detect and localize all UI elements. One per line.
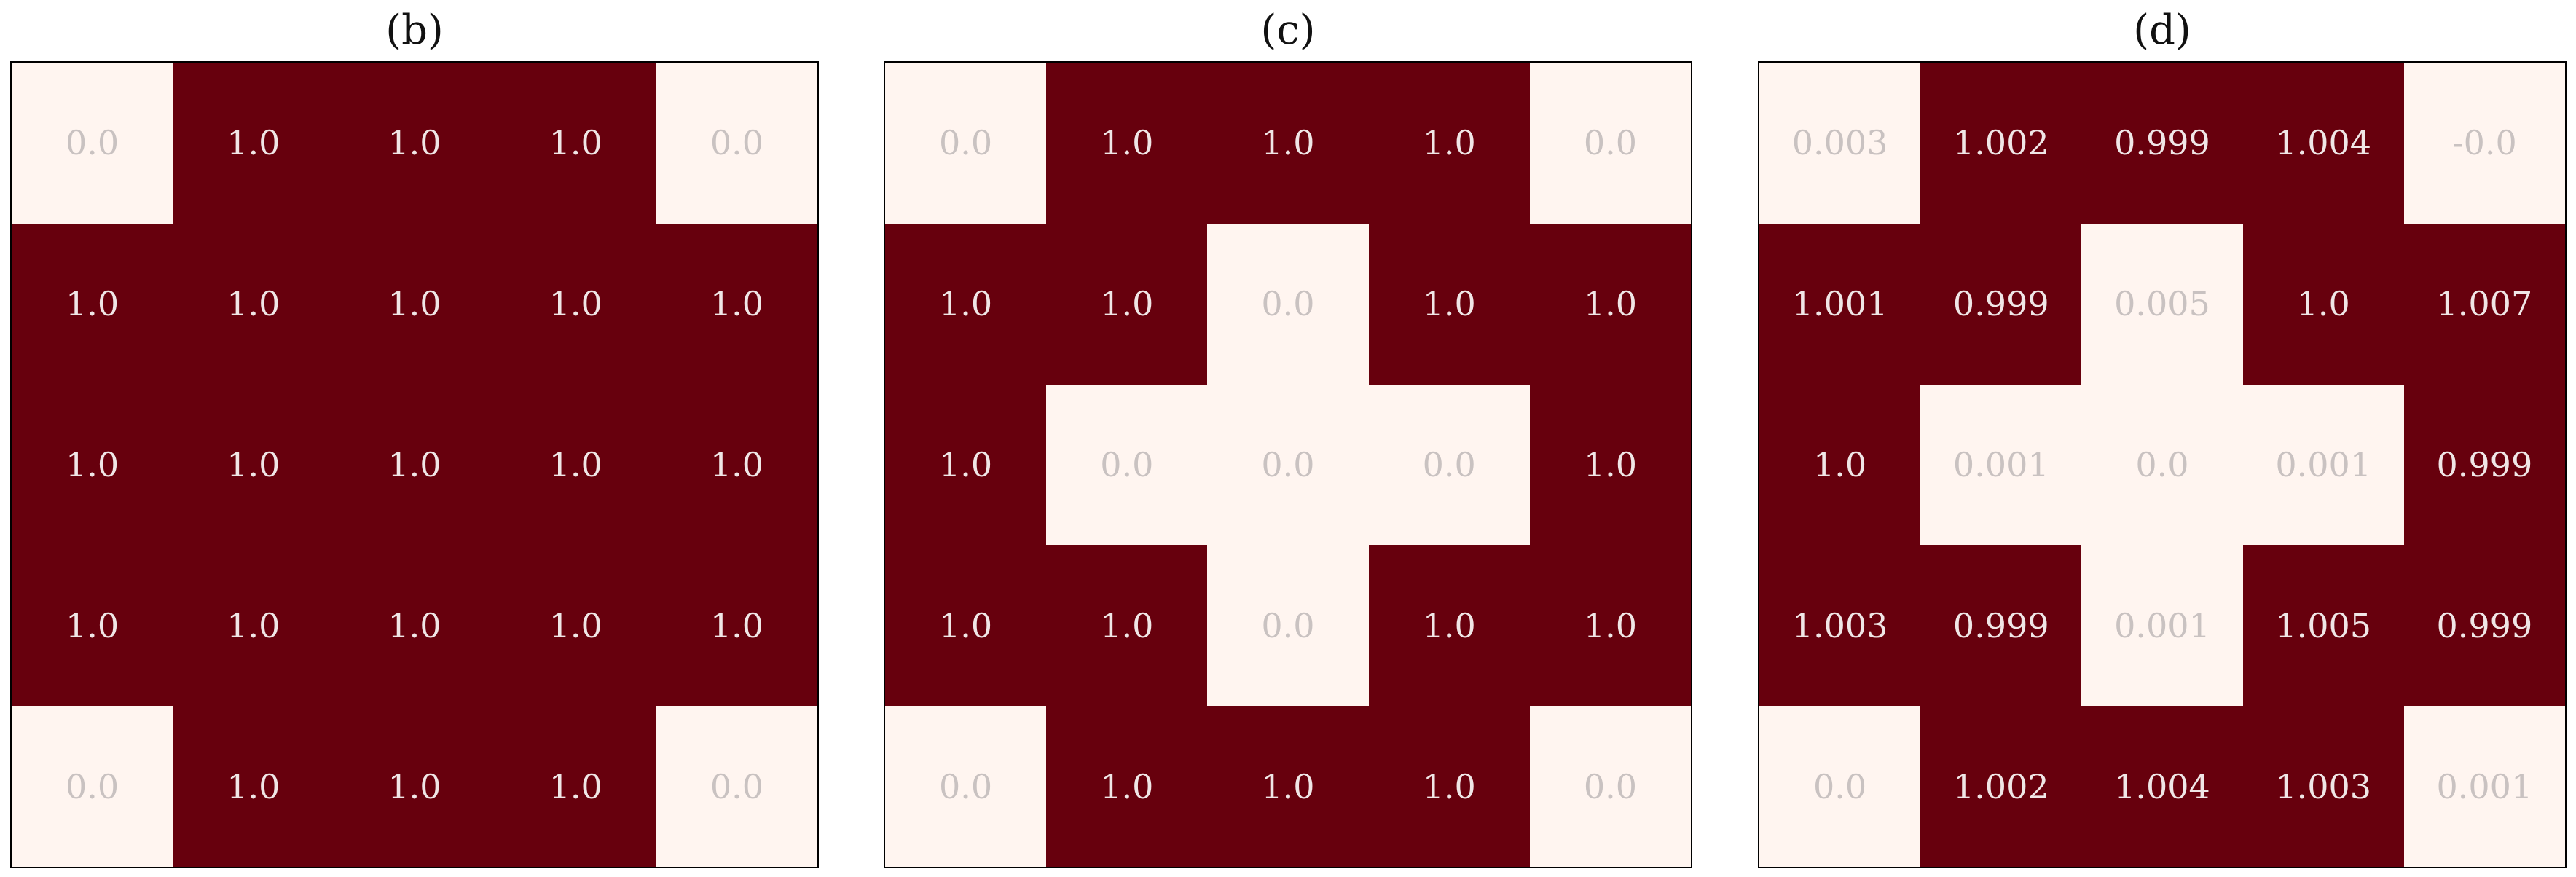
heatmap-cell-c-r2-c2: 0.0	[1207, 384, 1369, 546]
heatmap-panel-b: (b) 0.0 1.0 1.0 1.0 0.0 1.0 1.0 1.0 1.0 1.0 1.0 1.0…	[10, 0, 819, 877]
heatmap-cell-c-r1-c3: 1.0	[1368, 223, 1530, 385]
heatmap-cell-b-r2-c0: 1.0	[12, 384, 173, 546]
heatmap-cell-d-r1-c4: 1.007	[2403, 223, 2565, 385]
heatmap-cell-d-r2-c0: 1.0	[1759, 384, 1921, 546]
heatmap-cell-d-r4-c3: 1.003	[2242, 706, 2404, 867]
heatmap-panel-c: (c) 0.0 1.0 1.0 1.0 0.0 1.0 1.0 0.0 1.0 1.0 1.0 0.0…	[884, 0, 1692, 877]
heatmap-cell-c-r4-c0: 0.0	[885, 706, 1047, 867]
heatmap-cell-c-r3-c3: 1.0	[1368, 545, 1530, 707]
heatmap-cell-b-r4-c3: 1.0	[495, 706, 656, 867]
heatmap-cell-c-r4-c3: 1.0	[1368, 706, 1530, 867]
heatmap-cell-d-r1-c2: 0.005	[2081, 223, 2243, 385]
heatmap-cell-b-r3-c1: 1.0	[173, 545, 334, 707]
heatmap-cell-c-r0-c2: 1.0	[1207, 63, 1369, 224]
heatmap-cell-c-r4-c1: 1.0	[1046, 706, 1208, 867]
heatmap-cell-d-r0-c1: 1.002	[1920, 63, 2082, 224]
heatmap-cell-d-r4-c0: 0.0	[1759, 706, 1921, 867]
heatmap-cell-c-r4-c2: 1.0	[1207, 706, 1369, 867]
heatmap-cell-c-r1-c0: 1.0	[885, 223, 1047, 385]
heatmap-grid-c: 0.0 1.0 1.0 1.0 0.0 1.0 1.0 0.0 1.0 1.0 1.0 0.0 0.0 0…	[884, 61, 1692, 868]
heatmap-cell-b-r1-c3: 1.0	[495, 223, 656, 385]
heatmap-cell-b-r4-c4: 0.0	[656, 706, 817, 867]
heatmap-cell-d-r3-c1: 0.999	[1920, 545, 2082, 707]
heatmap-cell-b-r1-c0: 1.0	[12, 223, 173, 385]
heatmap-cell-d-r1-c1: 0.999	[1920, 223, 2082, 385]
heatmap-cell-b-r3-c0: 1.0	[12, 545, 173, 707]
heatmap-cell-b-r3-c4: 1.0	[656, 545, 817, 707]
heatmap-cell-b-r4-c0: 0.0	[12, 706, 173, 867]
heatmap-cell-d-r3-c3: 1.005	[2242, 545, 2404, 707]
heatmap-panel-d: (d) 0.003 1.002 0.999 1.004 -0.0 1.001 0.999 0.…	[1758, 0, 2567, 877]
heatmap-cell-d-r0-c3: 1.004	[2242, 63, 2404, 224]
heatmap-cell-d-r1-c3: 1.0	[2242, 223, 2404, 385]
heatmap-cell-b-r2-c4: 1.0	[656, 384, 817, 546]
heatmap-cell-b-r2-c1: 1.0	[173, 384, 334, 546]
heatmap-cell-d-r2-c1: 0.001	[1920, 384, 2082, 546]
heatmap-cell-d-r0-c0: 0.003	[1759, 63, 1921, 224]
heatmap-cell-b-r1-c4: 1.0	[656, 223, 817, 385]
heatmap-grid-d: 0.003 1.002 0.999 1.004 -0.0 1.001 0.999 0.005 1…	[1758, 61, 2567, 868]
heatmap-cell-d-r1-c0: 1.001	[1759, 223, 1921, 385]
heatmap-cell-b-r2-c3: 1.0	[495, 384, 656, 546]
heatmap-cell-d-r3-c4: 0.999	[2403, 545, 2565, 707]
heatmap-cell-c-r1-c1: 1.0	[1046, 223, 1208, 385]
heatmap-cell-d-r2-c4: 0.999	[2403, 384, 2565, 546]
heatmap-cell-c-r3-c4: 1.0	[1529, 545, 1691, 707]
heatmap-cell-c-r1-c4: 1.0	[1529, 223, 1691, 385]
heatmap-cell-b-r3-c3: 1.0	[495, 545, 656, 707]
heatmap-cell-d-r3-c2: 0.001	[2081, 545, 2243, 707]
heatmap-grid-b: 0.0 1.0 1.0 1.0 0.0 1.0 1.0 1.0 1.0 1.0 1.0 1.0 1.0 1…	[10, 61, 819, 868]
heatmap-cell-c-r0-c4: 0.0	[1529, 63, 1691, 224]
panel-title-c: (c)	[1260, 7, 1316, 54]
heatmap-cell-d-r0-c2: 0.999	[2081, 63, 2243, 224]
heatmap-cell-c-r4-c4: 0.0	[1529, 706, 1691, 867]
heatmap-cell-c-r3-c2: 0.0	[1207, 545, 1369, 707]
heatmap-cell-b-r4-c1: 1.0	[173, 706, 334, 867]
panel-title-b: (b)	[385, 7, 444, 54]
panel-title-d: (d)	[2133, 7, 2191, 54]
heatmap-cell-b-r2-c2: 1.0	[334, 384, 495, 546]
heatmap-cell-b-r0-c0: 0.0	[12, 63, 173, 224]
heatmap-cell-c-r0-c3: 1.0	[1368, 63, 1530, 224]
heatmap-cell-c-r0-c0: 0.0	[885, 63, 1047, 224]
heatmap-cell-c-r1-c2: 0.0	[1207, 223, 1369, 385]
heatmap-cell-d-r0-c4: -0.0	[2403, 63, 2565, 224]
heatmap-cell-d-r2-c3: 0.001	[2242, 384, 2404, 546]
heatmap-cell-b-r0-c1: 1.0	[173, 63, 334, 224]
heatmap-cell-c-r0-c1: 1.0	[1046, 63, 1208, 224]
heatmap-cell-b-r1-c2: 1.0	[334, 223, 495, 385]
heatmap-cell-d-r4-c4: 0.001	[2403, 706, 2565, 867]
heatmap-cell-b-r1-c1: 1.0	[173, 223, 334, 385]
heatmap-cell-c-r3-c0: 1.0	[885, 545, 1047, 707]
heatmap-cell-d-r4-c1: 1.002	[1920, 706, 2082, 867]
heatmap-cell-d-r3-c0: 1.003	[1759, 545, 1921, 707]
heatmap-cell-b-r3-c2: 1.0	[334, 545, 495, 707]
heatmap-cell-c-r3-c1: 1.0	[1046, 545, 1208, 707]
heatmap-cell-d-r2-c2: 0.0	[2081, 384, 2243, 546]
heatmap-cell-c-r2-c0: 1.0	[885, 384, 1047, 546]
heatmap-cell-c-r2-c1: 0.0	[1046, 384, 1208, 546]
heatmap-cell-c-r2-c3: 0.0	[1368, 384, 1530, 546]
heatmap-cell-b-r4-c2: 1.0	[334, 706, 495, 867]
heatmap-cell-c-r2-c4: 1.0	[1529, 384, 1691, 546]
heatmap-cell-d-r4-c2: 1.004	[2081, 706, 2243, 867]
heatmap-cell-b-r0-c4: 0.0	[656, 63, 817, 224]
heatmap-cell-b-r0-c3: 1.0	[495, 63, 656, 224]
heatmap-cell-b-r0-c2: 1.0	[334, 63, 495, 224]
